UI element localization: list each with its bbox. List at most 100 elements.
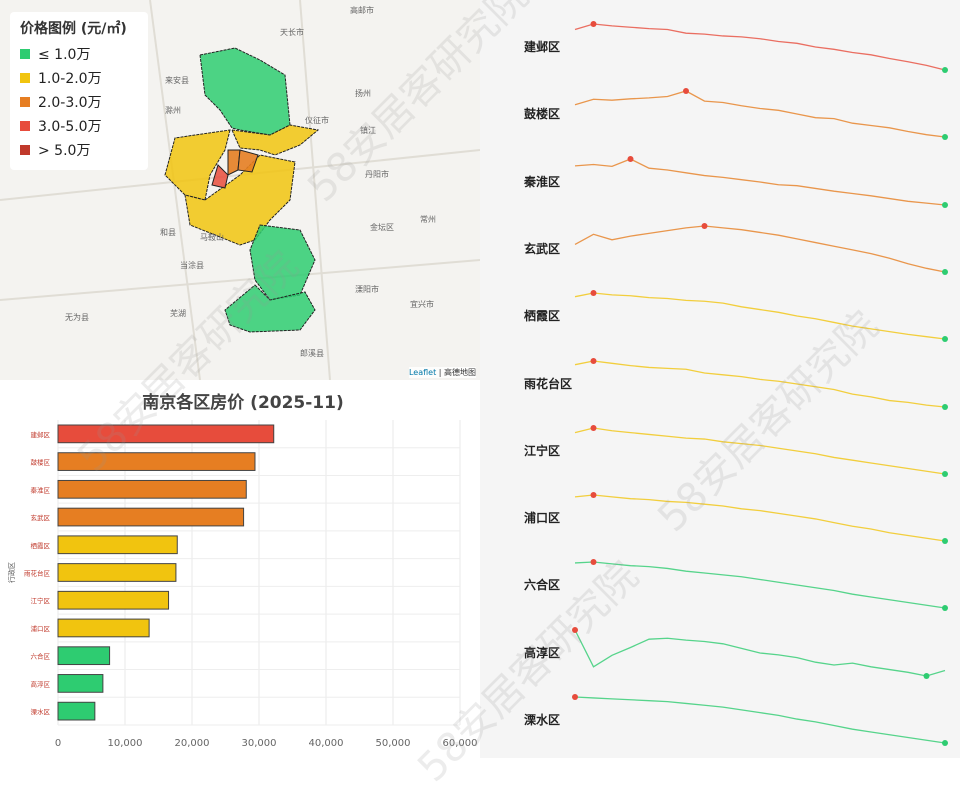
district-lishui[interactable]	[249, 224, 316, 301]
y-axis-label: 行政区	[7, 562, 16, 583]
district-liuhe[interactable]	[199, 47, 291, 136]
sparkline-row: 江宁区	[480, 412, 960, 479]
y-tick-label: 建邺区	[31, 430, 51, 439]
legend-swatch	[20, 121, 30, 131]
legend-item: ≤ 1.0万	[20, 42, 138, 66]
sparkline	[574, 222, 948, 275]
bar[interactable]	[57, 452, 256, 471]
y-tick-label: 雨花台区	[24, 569, 51, 578]
max-point-marker	[572, 694, 578, 700]
y-tick-label: 浦口区	[31, 624, 51, 633]
sparkline	[574, 290, 948, 343]
y-tick-label: 江宁区	[31, 596, 51, 605]
legend-item: 3.0-5.0万	[20, 114, 138, 138]
legend-label: > 5.0万	[38, 143, 91, 159]
min-point-marker	[942, 538, 948, 545]
district-label: 栖霞区	[524, 309, 561, 324]
bar-chart: 南京各区房价 (2025-11) 0 10,000 20,000 30,000 40,00…	[7, 392, 478, 749]
bar[interactable]	[57, 701, 96, 721]
sparkline	[572, 626, 946, 679]
district-gaochun[interactable]	[224, 284, 316, 333]
max-point-marker	[590, 290, 597, 297]
place-label: 高邮市	[350, 5, 374, 15]
district-label: 浦口区	[524, 511, 561, 526]
legend-swatch	[20, 49, 30, 59]
district-gulou[interactable]	[227, 149, 241, 176]
district-label: 溧水区	[524, 713, 561, 727]
sparkline-path	[574, 494, 946, 542]
district-xuanwu[interactable]	[237, 149, 259, 173]
price-legend: 价格图例 (元/㎡) ≤ 1.0万 1.0-2.0万 2.0-3.0万 3.0-5.0…	[10, 12, 148, 170]
sparkline-path	[574, 696, 946, 744]
sparkline	[574, 492, 948, 545]
bar[interactable]	[57, 479, 247, 499]
district-label: 玄武区	[524, 241, 561, 256]
sparkline-path	[574, 157, 946, 206]
min-point-marker	[942, 268, 948, 275]
sparkline-path	[574, 23, 946, 71]
legend-label: 1.0-2.0万	[38, 71, 102, 87]
place-label: 马鞍山	[200, 232, 224, 242]
max-point-marker	[590, 492, 597, 499]
district-jianye[interactable]	[211, 164, 229, 189]
district-label: 雨花台区	[524, 376, 573, 391]
max-point-marker	[590, 424, 597, 431]
bar[interactable]	[57, 646, 111, 666]
leaflet-link[interactable]: Leaflet	[408, 368, 437, 377]
y-tick-label: 秦淮区	[31, 485, 51, 494]
district-qixia[interactable]	[231, 124, 320, 156]
legend-label: 3.0-5.0万	[38, 119, 102, 135]
legend-label: 2.0-3.0万	[38, 95, 102, 111]
bar[interactable]	[57, 424, 275, 444]
bar[interactable]	[57, 618, 150, 638]
y-tick-label: 六合区	[31, 652, 51, 661]
legend-item: > 5.0万	[20, 138, 138, 162]
y-tick-label: 高淳区	[31, 679, 51, 688]
district-label: 建邺区	[524, 40, 561, 54]
district-price-map[interactable]: 天长市 来安县 滁州 扬州 仪征市 镇江 丹阳市 金坛区 常州 和县 马鞍山 当涂县 芜湖 溧阳市 宜兴市郎…	[0, 0, 481, 381]
bar[interactable]	[57, 507, 245, 527]
place-label: 和县	[160, 228, 176, 237]
sparkline-path	[574, 225, 946, 273]
map-source: 高德地图	[444, 368, 476, 377]
place-label: 扬州	[355, 88, 371, 98]
sparkline-row: 建邺区	[480, 8, 960, 75]
sparkline	[574, 424, 948, 477]
legend-item: 2.0-3.0万	[20, 90, 138, 114]
district-label: 鼓楼区	[524, 107, 561, 122]
district-pukou[interactable]	[164, 129, 231, 201]
min-point-marker	[942, 201, 948, 208]
sparkline-path	[574, 359, 946, 408]
x-tick-label: 10,000	[108, 738, 143, 749]
sparkline	[574, 559, 948, 612]
sparkline-path	[574, 629, 946, 677]
sparkline-path	[574, 427, 946, 475]
bar[interactable]	[57, 674, 104, 693]
max-point-marker	[590, 559, 597, 566]
sparkline-row: 六合区	[480, 546, 960, 613]
min-point-marker	[942, 403, 948, 410]
bar[interactable]	[57, 563, 177, 582]
sparkline-row: 浦口区	[480, 479, 960, 546]
sparkline	[574, 155, 948, 208]
max-point-marker	[590, 21, 597, 27]
sparkline-row: 鼓楼区	[480, 75, 960, 142]
bar[interactable]	[57, 535, 178, 555]
place-label: 仪征市	[305, 115, 329, 125]
place-label: 当涂县	[180, 260, 204, 270]
place-label: 宜兴市	[410, 299, 434, 309]
bar-chart-panel: 南京各区房价 (2025-11) 0 10,000 20,000 30,000 40,00…	[0, 380, 480, 758]
legend-swatch	[20, 145, 30, 155]
sparkline	[574, 357, 948, 410]
sparkline-path	[574, 90, 946, 138]
x-tick-label: 40,000	[309, 738, 344, 749]
place-label: 滁州	[165, 105, 181, 115]
max-point-marker	[590, 357, 597, 364]
place-label: 常州	[420, 215, 436, 224]
district-label: 秦淮区	[524, 174, 561, 189]
place-label: 郎溪县	[300, 348, 324, 358]
bar[interactable]	[57, 590, 170, 610]
y-tick-label: 溧水区	[31, 707, 51, 716]
legend-item: 1.0-2.0万	[20, 66, 138, 90]
